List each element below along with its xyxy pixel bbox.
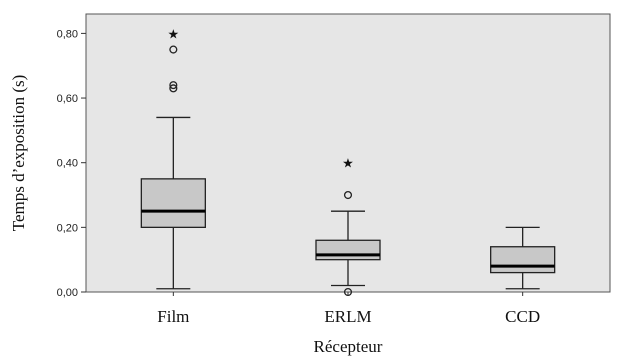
- extreme-point: ★: [342, 157, 354, 172]
- boxes: ★★: [140, 27, 556, 297]
- outlier-point: [169, 45, 178, 54]
- outlier-point: [343, 190, 353, 200]
- y-axis: 0,00 0,20 0,40 0,60 0,80: [57, 28, 86, 299]
- x-tick-label: CCD: [505, 307, 540, 326]
- outlier-point: [169, 81, 178, 90]
- box-iqr: [490, 246, 556, 274]
- box-iqr: [315, 239, 381, 261]
- outlier-point: [343, 287, 353, 297]
- y-tick-label: 0,20: [57, 222, 78, 234]
- x-axis-title: Récepteur: [314, 337, 383, 356]
- x-axis: Film ERLM CCD: [157, 292, 540, 326]
- y-tick-label: 0,60: [57, 93, 78, 105]
- extreme-point: ★: [168, 27, 180, 42]
- y-tick-label: 0,40: [57, 158, 78, 170]
- box-ccd: [490, 226, 556, 290]
- x-tick-label: Film: [157, 307, 189, 326]
- box-film: ★: [140, 27, 206, 290]
- y-axis-title: Temps d’exposition (s): [9, 75, 28, 232]
- y-tick-label: 0,00: [57, 287, 78, 299]
- outlier-point: [169, 84, 178, 93]
- x-tick-label: ERLM: [324, 307, 371, 326]
- box-iqr: [140, 178, 206, 228]
- box-erlm: ★: [315, 157, 381, 297]
- y-tick-label: 0,80: [57, 28, 78, 40]
